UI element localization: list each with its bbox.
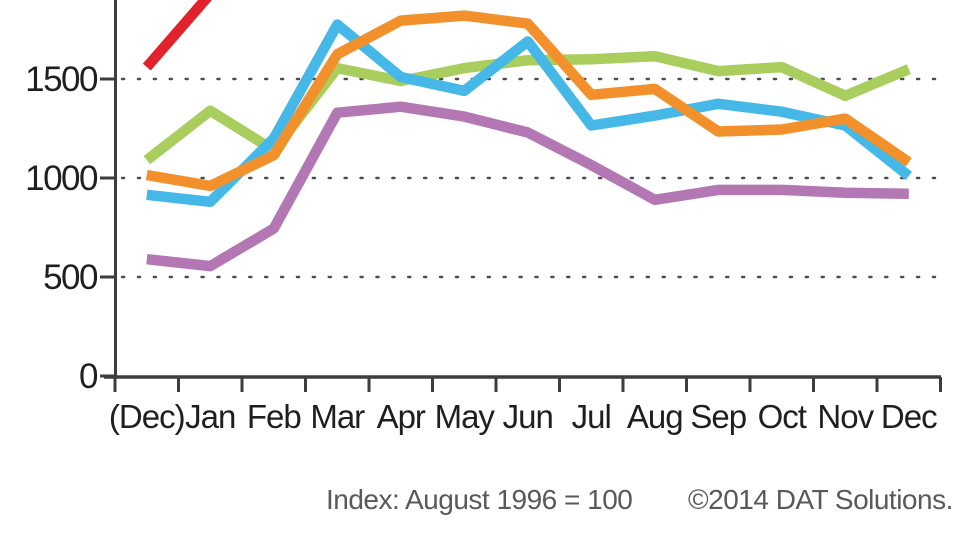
purple-series-line [146, 101, 909, 272]
y-tick-label-0: 0 [79, 357, 98, 396]
copyright-note: ©2014 DAT Solutions. [688, 484, 953, 515]
x-label-aug: Aug [627, 398, 683, 435]
x-label-feb: Feb [247, 398, 301, 435]
red-series-line [142, 0, 212, 71]
index-basis-note: Index: August 1996 = 100 [326, 484, 633, 515]
x-label-sep: Sep [690, 398, 746, 435]
y-tick-label-1500: 1500 [25, 60, 98, 99]
x-label-dec: (Dec) [109, 398, 185, 435]
freight-index-line-chart: 0 500 1000 1500 (Dec) Jan Feb Mar Apr May Jun Jul Au… [25, 0, 942, 435]
x-label-jul: Jul [572, 398, 611, 435]
x-label-apr: Apr [377, 398, 426, 435]
y-tick-label-1000: 1000 [25, 159, 98, 198]
x-label-may: May [435, 398, 496, 435]
x-label-jan: Jan [185, 398, 235, 435]
x-label-oct: Oct [758, 398, 807, 435]
x-label-mar: Mar [310, 398, 365, 435]
y-tick-label-500: 500 [43, 258, 98, 297]
orange-series-line [145, 10, 912, 192]
x-label-nov: Nov [817, 398, 874, 435]
blue-series-line [146, 19, 913, 208]
x-label-jun: Jun [503, 398, 553, 435]
x-label-dec: Dec [881, 398, 937, 435]
